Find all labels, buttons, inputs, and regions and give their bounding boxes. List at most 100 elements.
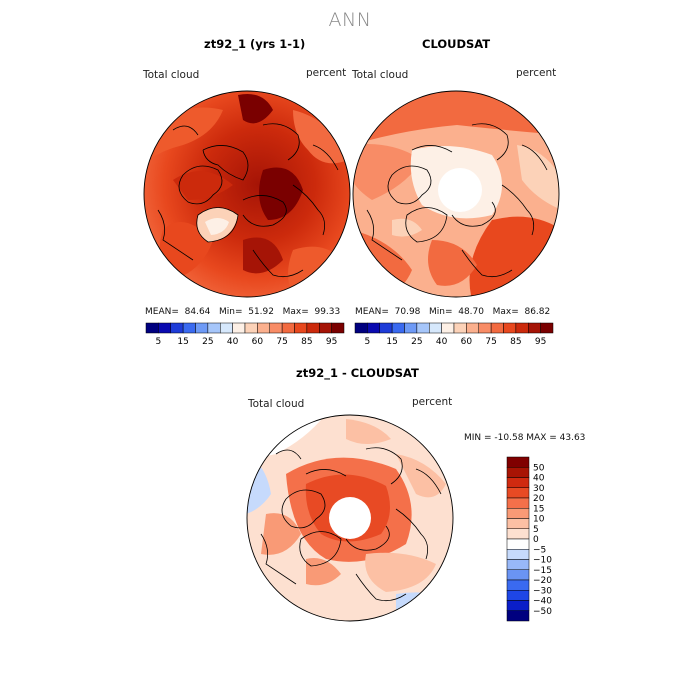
panel3-colorbar-swatch bbox=[506, 477, 530, 488]
panel2-min-value: 48.70 bbox=[458, 307, 484, 317]
panel3-title: zt92_1 - CLOUDSAT bbox=[296, 366, 419, 380]
panel1-max-label: Max= bbox=[282, 307, 309, 317]
main-title: ANN bbox=[328, 9, 372, 31]
panel3-colorbar-tick-label: −30 bbox=[533, 586, 552, 596]
panel1-colorbar-swatch bbox=[158, 322, 171, 334]
panel3-colorbar-tick-label: 15 bbox=[533, 504, 544, 514]
panel2-colorbar-swatch bbox=[478, 322, 492, 334]
panel1-title: zt92_1 (yrs 1-1) bbox=[204, 37, 306, 51]
panel3-colorbar-swatch bbox=[506, 528, 530, 540]
panel1-colorbar-swatch bbox=[269, 322, 283, 334]
panel1-colorbar-swatch bbox=[319, 322, 332, 334]
panel3-colorbar-tick-label: 40 bbox=[533, 474, 545, 484]
panel2-colorbar-swatch bbox=[540, 322, 554, 334]
panel1-colorbar-swatch bbox=[306, 322, 320, 334]
panel3-colorbar-swatch bbox=[506, 487, 530, 499]
panel3-colorbar-swatch bbox=[506, 600, 530, 611]
panel2-colorbar-tick-label: 40 bbox=[436, 337, 448, 347]
panel3-colorbar-tick-label: −15 bbox=[533, 566, 552, 576]
panel1-colorbar: 5 15 25 40 60 75 85 95 bbox=[145, 322, 345, 347]
panel3-colorbar-tick-label: 5 bbox=[533, 525, 539, 535]
panel3-colorbar-tick-label: 30 bbox=[533, 484, 545, 494]
panel3-colorbar-swatch bbox=[506, 579, 530, 591]
panel2-colorbar-swatch bbox=[503, 322, 517, 334]
panel1-colorbar-swatch bbox=[232, 322, 246, 334]
panel3-colorbar-tick-label: −40 bbox=[533, 597, 552, 607]
panel1-colorbar-swatch bbox=[145, 322, 159, 334]
panel1-polar-map bbox=[143, 90, 351, 298]
panel3-colorbar-swatch bbox=[506, 538, 530, 550]
panel3-field-label: Total cloud bbox=[248, 398, 305, 410]
panel2-colorbar-swatch bbox=[416, 322, 430, 334]
panel2-colorbar-swatch bbox=[367, 322, 380, 334]
panel3-colorbar-swatch bbox=[506, 497, 530, 509]
panel3-colorbar-tick-label: 50 bbox=[533, 463, 545, 473]
panel3-colorbar-swatch bbox=[506, 590, 530, 601]
panel2-colorbar-swatch bbox=[466, 322, 479, 334]
panel1-mean-label: MEAN= bbox=[145, 307, 179, 317]
panel1-colorbar-tick-label: 15 bbox=[177, 337, 188, 347]
panel2-colorbar-swatch bbox=[354, 322, 368, 334]
panel2-colorbar-swatch bbox=[453, 322, 467, 334]
panel2-colorbar-tick-label: 85 bbox=[510, 337, 521, 347]
panel2-stats: MEAN= 70.98 Min= 48.70 Max= 86.82 bbox=[355, 307, 550, 317]
panel2-max-value: 86.82 bbox=[524, 307, 551, 317]
panel3-colorbar-tick-label: −20 bbox=[533, 576, 552, 586]
panel1-mean-value: 84.64 bbox=[184, 307, 211, 317]
panel3-polar-map bbox=[246, 414, 454, 622]
panel2-colorbar-swatch bbox=[404, 322, 418, 334]
panel1-colorbar-tick-label: 25 bbox=[202, 337, 213, 347]
panel3-colorbar-tick-label: −10 bbox=[533, 556, 552, 566]
panel2-min-label: Min= bbox=[428, 307, 453, 317]
panel3-colorbar-swatch bbox=[506, 549, 530, 560]
panel3-colorbar-swatch bbox=[506, 467, 530, 478]
panel3-colorbar-tick-label: 10 bbox=[533, 515, 545, 525]
panel1-colorbar-tick-label: 40 bbox=[227, 337, 239, 347]
panel1-min-value: 51.92 bbox=[248, 307, 274, 317]
panel1-field-label: Total cloud bbox=[143, 69, 200, 81]
panel1-colorbar-tick-label: 95 bbox=[326, 337, 337, 347]
panel2-colorbar-swatch bbox=[441, 322, 455, 334]
panel2-colorbar-tick-label: 60 bbox=[461, 337, 473, 347]
panel1-colorbar-swatch bbox=[257, 322, 270, 334]
panel2-colorbar-tick-label: 5 bbox=[365, 337, 371, 347]
panel1-max-value: 99.33 bbox=[314, 307, 341, 317]
panel2-polar-map bbox=[352, 90, 560, 298]
panel1-stats: MEAN= 84.64 Min= 51.92 Max= 99.33 bbox=[145, 307, 340, 317]
panel3-colorbar-tick-label: −50 bbox=[533, 607, 552, 617]
panel3-colorbar-swatch bbox=[506, 559, 530, 570]
panel3-colorbar-swatch bbox=[506, 508, 530, 519]
panel2-colorbar-swatch bbox=[391, 322, 405, 334]
panel2-title: CLOUDSAT bbox=[422, 37, 491, 51]
panel3-colorbar-tick-label: 20 bbox=[533, 494, 545, 504]
panel3-colorbar-swatch bbox=[506, 569, 530, 581]
panel2-colorbar-swatch bbox=[515, 322, 529, 334]
panel3-colorbar-swatch bbox=[506, 518, 530, 529]
panel2-colorbar-tick-label: 25 bbox=[411, 337, 422, 347]
panel1-min-label: Min= bbox=[218, 307, 243, 317]
panel2-max-label: Max= bbox=[492, 307, 519, 317]
panel2-colorbar: 5 15 25 40 60 75 85 95 bbox=[354, 322, 554, 347]
panel3-colorbar-swatch bbox=[506, 610, 530, 622]
panel2-colorbar-swatch bbox=[490, 322, 504, 334]
panel3-range-text: MIN = -10.58 MAX = 43.63 bbox=[464, 433, 586, 443]
panel1-colorbar-swatch bbox=[281, 322, 295, 334]
panel2-mean-value: 70.98 bbox=[394, 307, 421, 317]
panel2-colorbar-tick-label: 95 bbox=[535, 337, 546, 347]
panel2-colorbar-swatch bbox=[429, 322, 442, 334]
panel2-colorbar-swatch bbox=[528, 322, 541, 334]
panel1-colorbar-swatch bbox=[170, 322, 184, 334]
panel1-colorbar-swatch bbox=[207, 322, 221, 334]
panel1-colorbar-swatch bbox=[244, 322, 258, 334]
panel1-colorbar-tick-label: 85 bbox=[301, 337, 312, 347]
panel2-field-label: Total cloud bbox=[352, 69, 409, 81]
panel3-colorbar-swatch bbox=[506, 456, 530, 468]
panel2-units-label: percent bbox=[516, 67, 557, 79]
panel2-colorbar-tick-label: 15 bbox=[386, 337, 397, 347]
panel3-colorbar-tick-label: 0 bbox=[533, 535, 539, 545]
panel2-colorbar-tick-label: 75 bbox=[485, 337, 496, 347]
panel1-units-label: percent bbox=[306, 67, 347, 79]
panel1-colorbar-swatch bbox=[294, 322, 308, 334]
panel3-units-label: percent bbox=[412, 396, 453, 408]
